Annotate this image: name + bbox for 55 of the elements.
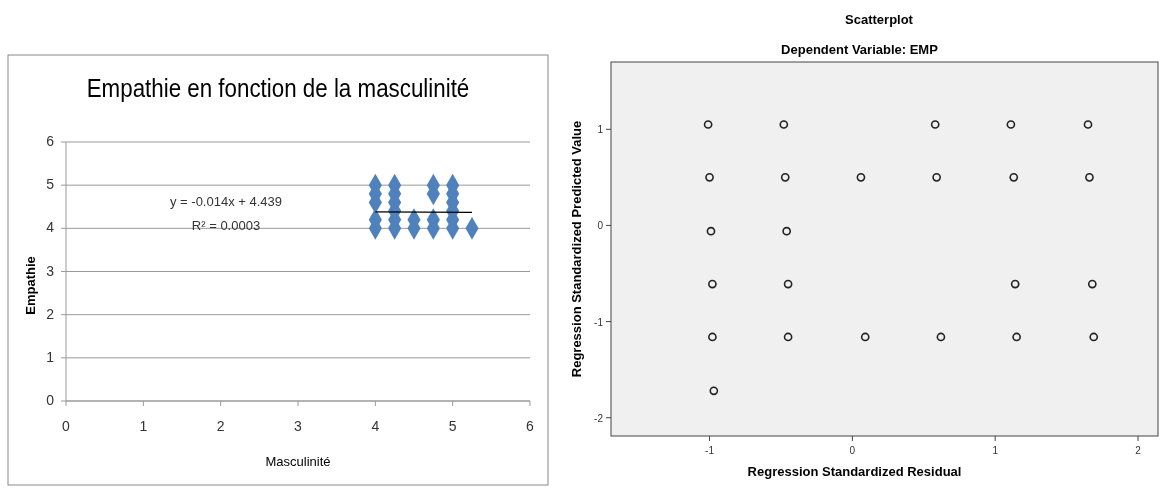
x-tick-label: 2 <box>1135 445 1142 456</box>
x-tick-label: 1 <box>992 445 999 456</box>
point <box>1089 332 1099 342</box>
point <box>856 173 866 182</box>
point <box>1085 173 1094 182</box>
y-tick-label: 4 <box>46 219 55 236</box>
point <box>860 332 870 342</box>
point <box>1012 332 1021 342</box>
y-tick-label: 1 <box>46 348 55 365</box>
point <box>930 120 940 129</box>
x-axis-title: Regression Standardized Residual <box>747 464 962 479</box>
point <box>783 279 793 289</box>
y-tick-label: -1 <box>594 316 604 328</box>
chart-title: Empathie en fonction de la masculinité <box>86 73 470 103</box>
chart-subtitle: Dependent Variable: EMP <box>781 42 939 57</box>
point <box>705 173 714 182</box>
point <box>1006 120 1016 129</box>
y-tick-label: 5 <box>46 176 55 193</box>
point <box>1009 173 1019 182</box>
y-tick-label: 3 <box>46 262 55 279</box>
point <box>1010 279 1020 289</box>
x-tick-label: 3 <box>294 418 303 434</box>
chart-title: Scatterplot <box>845 12 914 27</box>
point <box>779 120 789 129</box>
point <box>780 173 790 182</box>
point <box>709 386 719 396</box>
annotation: y = -0.014x + 4.439 <box>169 194 283 209</box>
y-tick-label: 6 <box>46 133 55 149</box>
point <box>782 226 792 236</box>
x-tick-label: 1 <box>139 418 148 434</box>
y-tick-label: -2 <box>594 412 604 424</box>
point <box>708 279 717 289</box>
point <box>1083 120 1093 129</box>
point <box>932 173 941 182</box>
point <box>783 332 793 342</box>
x-tick-label: 6 <box>526 418 535 434</box>
y-tick-label: 2 <box>46 305 55 322</box>
point <box>708 332 717 342</box>
point <box>706 226 716 236</box>
x-tick-label: 2 <box>216 418 225 434</box>
y-axis-title: Empathie <box>23 256 38 315</box>
x-tick-label: -1 <box>705 445 715 456</box>
x-tick-label: 0 <box>849 445 856 456</box>
y-axis-title: Regression Standardized Predicted Value <box>569 120 584 378</box>
y-tick-label: 0 <box>597 220 604 232</box>
annotation: R² = 0.0003 <box>191 218 261 233</box>
x-tick-label: 5 <box>448 418 457 434</box>
x-axis-title: Masculinité <box>265 454 331 469</box>
x-tick-label: 4 <box>371 418 380 434</box>
point <box>936 332 946 342</box>
y-tick-label: 0 <box>46 392 55 408</box>
point <box>1087 279 1097 289</box>
y-tick-label: 1 <box>597 124 604 136</box>
point <box>703 120 713 129</box>
x-tick-label: 0 <box>62 418 71 434</box>
